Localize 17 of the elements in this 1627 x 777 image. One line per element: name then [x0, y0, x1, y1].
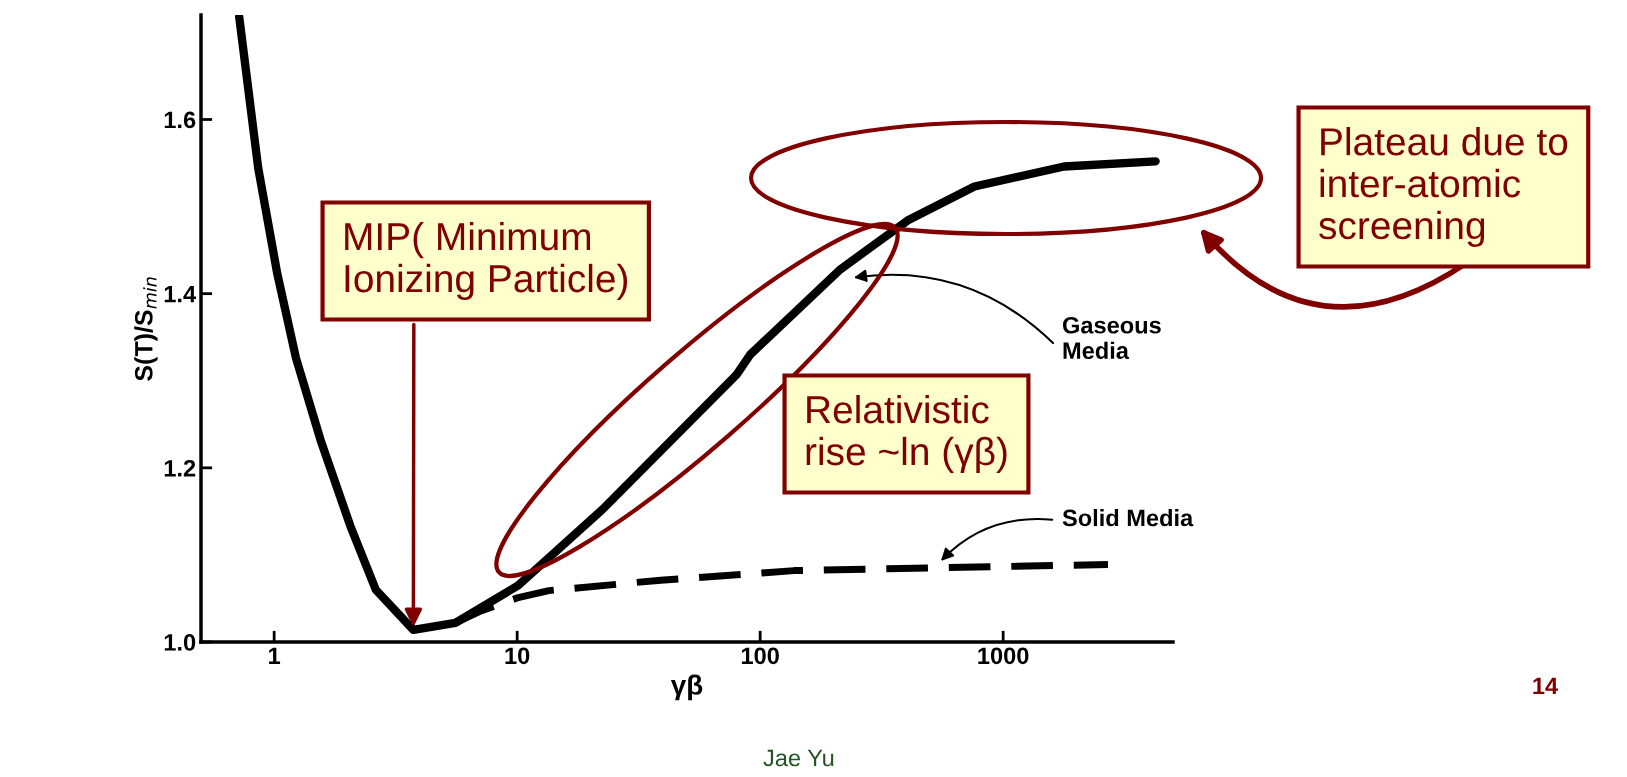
text: Plateau due to inter-atomic screening — [1319, 126, 1568, 248]
x-axis-title: γβ — [670, 674, 703, 701]
y-axis-title: S(T)/S$_{min}$ — [134, 277, 158, 381]
y-tick-label: 1.4 — [164, 285, 197, 303]
text: Jae Yu — [763, 749, 834, 767]
y-tick-label: 1.6 — [164, 111, 196, 129]
x-tick-label: 1000 — [978, 647, 1029, 665]
text: 14 — [1533, 677, 1559, 695]
x-tick-label: 1 — [269, 647, 281, 664]
x-tick-label: 100 — [741, 647, 779, 665]
annotation: Relativistic rise ~ln (γβ) — [806, 394, 1007, 474]
annotation: MIP( Minimum Ionizing Particle) — [345, 221, 628, 301]
annotation: Gaseous Media — [1062, 316, 1161, 360]
x-tick-label: 10 — [505, 647, 530, 665]
y-tick-label: 1.2 — [164, 459, 196, 477]
y-tick-label: 1.0 — [164, 634, 196, 651]
annotation: Solid Media — [1062, 508, 1194, 527]
